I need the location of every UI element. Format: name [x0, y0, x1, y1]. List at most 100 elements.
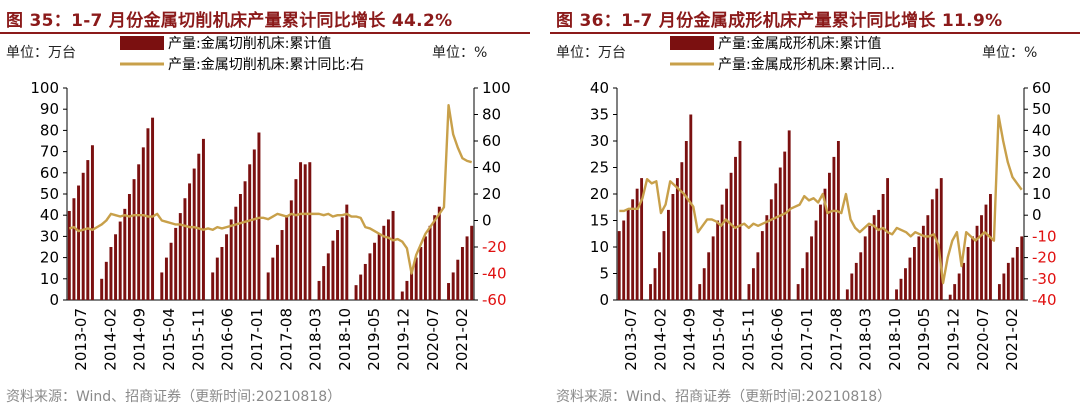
y-left-tick-label: 0 [49, 291, 59, 309]
bar [322, 266, 326, 300]
yoy-line [619, 114, 1023, 285]
x-tick-label: 2017-01 [248, 308, 266, 371]
y-right-tick-label: 60 [482, 132, 501, 150]
bar [340, 217, 344, 300]
bar [1020, 236, 1024, 300]
bar [174, 227, 178, 300]
y-left-tick-label: 10 [40, 270, 59, 288]
bar [751, 268, 755, 300]
bar [331, 240, 335, 300]
bar [962, 262, 966, 300]
legend-label-line: 产量:金属成形机床:累计同... [718, 57, 895, 73]
bar [711, 236, 715, 300]
chart-panel-right: 图 36：1-7 月份金属成形机床产量累计同比增长 11.9% 单位：万台 单位… [550, 0, 1080, 413]
bar [243, 181, 247, 300]
bar [707, 252, 711, 300]
bar [725, 188, 729, 300]
bar [729, 172, 733, 300]
bar [303, 164, 307, 300]
title-bar: 图 35：1-7 月份金属切削机床产量累计同比增长 44.2% [0, 2, 530, 34]
bar [252, 149, 256, 300]
bar [368, 253, 372, 300]
x-tick-label: 2013-07 [622, 308, 640, 371]
x-tick-label: 2019-05 [365, 308, 383, 371]
bar [433, 215, 437, 300]
bar [382, 225, 386, 300]
bar [308, 162, 312, 300]
y-right-tick-label: 20 [1032, 164, 1051, 182]
y-right-tick-label: -10 [1032, 227, 1057, 245]
bar [127, 194, 131, 300]
bar [760, 231, 764, 300]
bar [662, 231, 666, 300]
bar [90, 145, 94, 300]
bar [146, 128, 150, 300]
bar [689, 114, 693, 300]
bar [419, 247, 423, 300]
bar [437, 206, 441, 300]
bar [872, 215, 876, 300]
y-left-tick-label: 90 [40, 100, 59, 118]
bar [671, 194, 675, 300]
bar [447, 283, 451, 300]
x-tick-label: 2016-06 [219, 308, 237, 371]
bar [289, 200, 293, 300]
bar [814, 220, 818, 300]
bar [617, 231, 621, 300]
x-tick-label: 2019-05 [915, 308, 933, 371]
bar [912, 247, 916, 300]
bar [819, 204, 822, 300]
bar [863, 236, 867, 300]
bar [248, 164, 252, 300]
chart-title: 图 35：1-7 月份金属切削机床产量累计同比增长 44.2% [6, 11, 453, 31]
bar [470, 225, 474, 300]
bar [935, 188, 939, 300]
y-right-tick-label: 40 [482, 159, 501, 177]
x-tick-label: 2020-07 [424, 308, 442, 371]
yoy-line [68, 104, 473, 275]
bar [77, 185, 81, 300]
bar [423, 236, 427, 300]
bar [363, 263, 367, 300]
y-left-tick-label: 0 [599, 291, 609, 309]
legend: 产量:金属成形机床:累计值产量:金属成形机床:累计同... [670, 36, 895, 73]
bar [917, 236, 921, 300]
y-left-tick-label: 100 [30, 79, 59, 97]
bar [908, 257, 912, 300]
right-unit-label: 单位：% [982, 45, 1038, 61]
bar [164, 257, 168, 300]
bar [428, 225, 432, 300]
bar [104, 261, 108, 300]
y-right-tick-label: -60 [482, 291, 507, 309]
bar [238, 194, 242, 300]
y-right-tick-label: 40 [1032, 121, 1051, 139]
bar [971, 236, 974, 300]
bar [953, 284, 957, 300]
bar [769, 199, 773, 300]
bar [317, 280, 321, 300]
bar [178, 213, 182, 300]
bar [188, 183, 192, 300]
y-right-tick-label: 60 [1032, 79, 1051, 97]
y-right-tick-label: -30 [1032, 270, 1057, 288]
chart-panel-left: 图 35：1-7 月份金属切削机床产量累计同比增长 44.2% 单位：万台 单位… [0, 0, 530, 413]
bar [225, 234, 229, 300]
chart-canvas: 0 10 20 30 40 50 60 70 80 90 100 -60 -40 -20 0 20 40 60 80… [30, 36, 511, 371]
bar [275, 244, 279, 300]
bar [183, 198, 187, 300]
bar [698, 284, 702, 300]
bar [211, 272, 215, 300]
bar [845, 289, 849, 300]
bar [702, 268, 706, 300]
left-unit-label: 单位：万台 [6, 45, 76, 61]
bar [926, 215, 930, 300]
bar [823, 188, 827, 300]
bar [667, 209, 670, 300]
y-right-tick-label: 20 [482, 185, 501, 203]
bar [1011, 257, 1015, 300]
bar [67, 210, 71, 300]
bar [658, 252, 661, 300]
bar [868, 225, 872, 300]
bar [854, 262, 858, 300]
